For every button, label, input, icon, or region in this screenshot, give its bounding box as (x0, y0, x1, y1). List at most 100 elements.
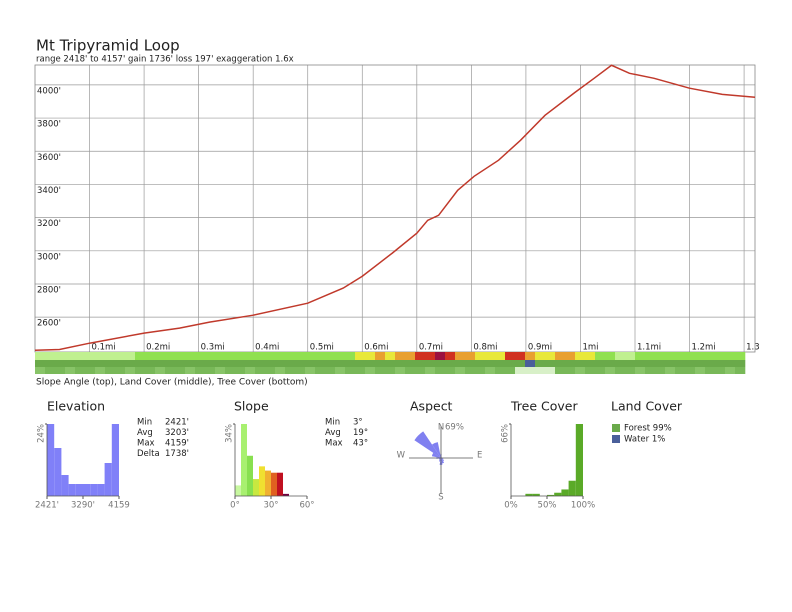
slope-strip-cell (695, 352, 706, 360)
tree-cover-cell (465, 367, 476, 374)
land-cover-cell (145, 360, 156, 367)
histogram-bar (83, 484, 91, 496)
tree-cover-cell (95, 367, 106, 374)
panel-title: Slope (234, 399, 269, 414)
tree-cover-cell (675, 367, 686, 374)
slope-strip-cell (235, 352, 246, 360)
land-cover-cell (425, 360, 436, 367)
chart-subtitle: range 2418' to 4157' gain 1736' loss 197… (36, 55, 294, 65)
tree-cover-cell (235, 367, 246, 374)
tree-cover-cell (125, 367, 136, 374)
x-tick-label: 0.2mi (146, 343, 170, 353)
tree-cover-cell (425, 367, 436, 374)
slope-strip-cell (475, 352, 486, 360)
land-cover-cell (235, 360, 246, 367)
slope-strip-cell (605, 352, 616, 360)
tree-cover-cell (445, 367, 456, 374)
histogram-bar (97, 484, 105, 496)
tree-cover-cell (275, 367, 286, 374)
y-axis-label: 24% (37, 424, 47, 443)
slope-strip-cell (35, 352, 46, 360)
land-cover-cell (505, 360, 516, 367)
slope-strip-cell (325, 352, 336, 360)
elevation-line (34, 64, 756, 352)
histogram-bar (277, 472, 283, 496)
stat-value: 19° (353, 428, 368, 438)
y-tick-label: 3000' (37, 252, 61, 262)
slope-strip-cell (735, 352, 746, 360)
tree-cover-cell (85, 367, 96, 374)
slope-strip-cell (215, 352, 226, 360)
land-cover-cell (135, 360, 146, 367)
slope-strip-cell (415, 352, 426, 360)
x-tick-label: 0.9mi (528, 343, 552, 353)
slope-strip-cell (725, 352, 736, 360)
slope-strip-cell (675, 352, 686, 360)
histogram-bar (554, 492, 562, 496)
land-cover-cell (85, 360, 96, 367)
tree-cover-cell (135, 367, 146, 374)
panel-title: Land Cover (611, 399, 683, 414)
slope-strip-cell (225, 352, 236, 360)
tree-cover-cell (575, 367, 586, 374)
stat-label: Max (137, 439, 155, 449)
tree-cover-cell (205, 367, 216, 374)
land-cover-cell (125, 360, 136, 367)
stat-label: Min (137, 418, 152, 428)
slope-strip-cell (85, 352, 96, 360)
tree-cover-cell (395, 367, 406, 374)
tree-cover-cell (115, 367, 126, 374)
slope-strip-cell (425, 352, 436, 360)
tree-cover-cell (535, 367, 546, 374)
tree-cover-cell (735, 367, 746, 374)
slope-strip-cell (135, 352, 146, 360)
slope-strip-cell (275, 352, 286, 360)
slope-strip-cell (485, 352, 496, 360)
land-cover-cell (705, 360, 716, 367)
slope-strip-cell (115, 352, 126, 360)
rose-petal (432, 442, 441, 458)
land-cover-cell (455, 360, 466, 367)
y-tick-label: 3200' (37, 219, 61, 229)
x-tick-label: 2421' (35, 501, 59, 511)
histogram-bar (68, 484, 76, 496)
tree-cover-cell (285, 367, 296, 374)
tree-cover-cell (345, 367, 356, 374)
x-tick-label: 0° (230, 501, 240, 511)
tree-cover-cell (335, 367, 346, 374)
x-tick-label: 0.8mi (473, 343, 497, 353)
land-cover-cell (435, 360, 446, 367)
tree-cover-cell (45, 367, 56, 374)
tree-cover-cell (645, 367, 656, 374)
tree-cover-cell (725, 367, 736, 374)
slope-strip-cell (265, 352, 276, 360)
slope-strip-cell (285, 352, 296, 360)
land-cover-cell (285, 360, 296, 367)
land-cover-cell (715, 360, 726, 367)
tree-cover-cell (705, 367, 716, 374)
land-cover-cell (525, 360, 536, 367)
stat-value: 3203' (165, 428, 189, 438)
tree-cover-cell (105, 367, 116, 374)
land-cover-cell (605, 360, 616, 367)
slope-strip-cell (465, 352, 476, 360)
stat-value: 43° (353, 439, 368, 449)
legend-label: Water 1% (624, 435, 665, 445)
x-tick-label: 100% (571, 501, 595, 511)
histogram-bar (61, 475, 69, 496)
tree-cover-cell (225, 367, 236, 374)
slope-strip-cell (685, 352, 696, 360)
x-tick-label: 3290' (71, 501, 95, 511)
y-axis-label: 34% (225, 424, 235, 443)
histogram-bar (259, 466, 265, 496)
panel-title: Elevation (47, 399, 105, 414)
slope-strip-cell (305, 352, 316, 360)
tree-cover-cell (505, 367, 516, 374)
stat-value: 4159' (165, 439, 189, 449)
land-cover-cell (725, 360, 736, 367)
slope-strip-cell (355, 352, 366, 360)
x-tick-label: 0.7mi (419, 343, 443, 353)
histogram-bar (568, 480, 576, 496)
